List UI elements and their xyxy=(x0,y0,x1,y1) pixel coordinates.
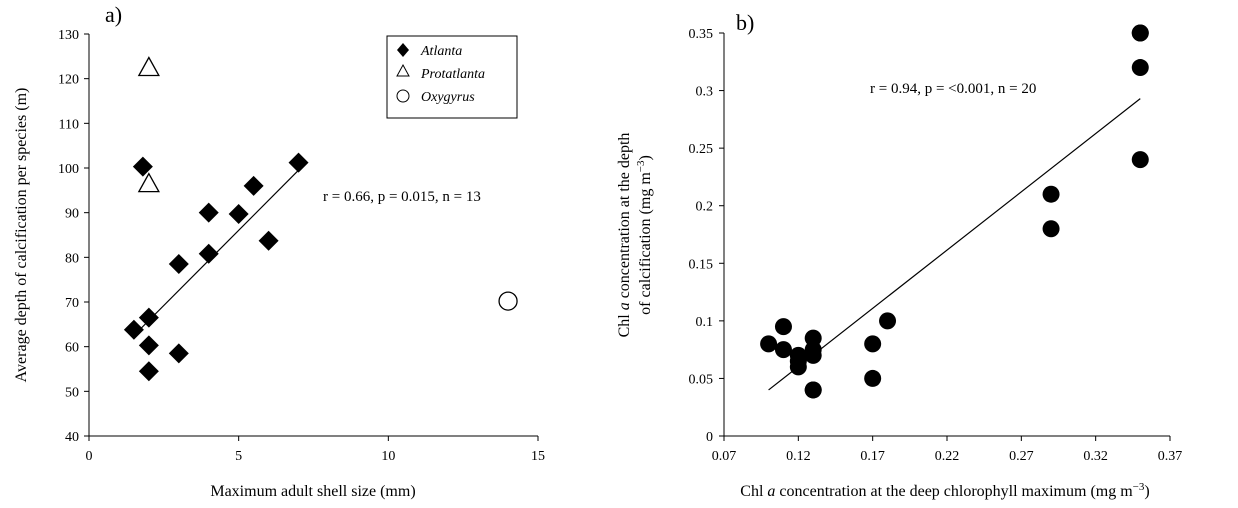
point-atlanta xyxy=(198,202,219,223)
legend-label-atlanta: Atlanta xyxy=(420,44,462,59)
y-tick-label: 90 xyxy=(65,207,79,222)
point-atlanta xyxy=(168,254,189,275)
panel-a-ticks: 0 5 10 15 40 50 60 70 80 90 100 110 120 130 xyxy=(58,28,545,464)
x-tick-label: 15 xyxy=(531,449,545,464)
panel-b-x-title: Chl a concentration at the deep chloroph… xyxy=(740,481,1149,500)
point-atlanta xyxy=(198,243,219,264)
point-atlanta xyxy=(132,156,153,177)
point xyxy=(774,318,792,336)
y-tick-label: 50 xyxy=(65,385,79,400)
x-tick-label: 0.07 xyxy=(712,449,737,464)
y-tick-label: 70 xyxy=(65,296,79,311)
x-tick-label: 0.37 xyxy=(1158,449,1183,464)
point-atlanta xyxy=(123,319,144,340)
y-tick-label: 110 xyxy=(59,117,79,132)
panel-b-y-title-line2: of calcification (mg m−3) xyxy=(635,155,654,315)
x-tick-label: 5 xyxy=(235,449,242,464)
panel-a: a) 0 5 10 15 40 50 60 70 80 90 100 110 120 130 r = 0.… xyxy=(13,2,545,500)
y-tick-label: 60 xyxy=(65,341,79,356)
x-tick-label: 0.22 xyxy=(935,449,960,464)
x-tick-label: 10 xyxy=(381,449,395,464)
point xyxy=(1131,59,1149,77)
legend-label-protatlanta: Protatlanta xyxy=(420,67,485,82)
point xyxy=(1131,24,1149,42)
point xyxy=(774,341,792,359)
y-tick-label: 0.2 xyxy=(696,200,714,215)
y-tick-label: 40 xyxy=(65,430,79,445)
panel-b-y-title-line1: Chl a concentration at the depth xyxy=(616,133,633,338)
y-tick-label: 100 xyxy=(58,162,79,177)
panel-a-label: a) xyxy=(105,2,122,27)
point-protatlanta xyxy=(137,172,160,193)
y-tick-label: 120 xyxy=(58,73,79,88)
point-atlanta xyxy=(168,343,189,364)
point xyxy=(760,335,778,353)
legend-diamond-icon xyxy=(397,43,409,57)
y-tick-label: 0.35 xyxy=(689,27,714,42)
panel-a-points xyxy=(123,56,518,382)
y-tick-label: 0.15 xyxy=(689,257,714,272)
point xyxy=(789,358,807,376)
y-tick-label: 0 xyxy=(706,430,713,445)
y-tick-label: 0.25 xyxy=(689,142,714,157)
y-tick-label: 0.05 xyxy=(689,372,714,387)
legend-triangle-icon xyxy=(396,63,410,77)
point xyxy=(864,369,882,387)
panel-b-annotation: r = 0.94, p = <0.001, n = 20 xyxy=(870,81,1036,97)
point-atlanta xyxy=(138,335,159,356)
x-tick-label: 0.27 xyxy=(1009,449,1034,464)
x-tick-label: 0.12 xyxy=(786,449,811,464)
point-atlanta xyxy=(258,230,279,251)
y-tick-label: 0.1 xyxy=(696,315,714,330)
panel-a-annotation: r = 0.66, p = 0.015, n = 13 xyxy=(323,189,481,205)
point xyxy=(1042,185,1060,203)
point-atlanta xyxy=(228,204,249,225)
y-tick-label: 80 xyxy=(65,251,79,266)
x-tick-label: 0 xyxy=(86,449,93,464)
point-protatlanta xyxy=(137,56,160,77)
point xyxy=(879,312,897,330)
y-tick-label: 130 xyxy=(58,28,79,43)
point-atlanta xyxy=(138,307,159,328)
point xyxy=(1042,220,1060,238)
point-atlanta xyxy=(243,175,264,196)
panel-b-ticks: 0.07 0.12 0.17 0.22 0.27 0.32 0.37 0 0.05 0.1 0.15… xyxy=(689,27,1183,464)
x-tick-label: 0.32 xyxy=(1083,449,1108,464)
point xyxy=(804,346,822,364)
panel-a-y-title: Average depth of calcification per speci… xyxy=(13,88,30,383)
panel-a-x-title: Maximum adult shell size (mm) xyxy=(210,483,415,500)
legend-circle-icon xyxy=(396,89,410,103)
point-atlanta xyxy=(138,361,159,382)
panel-b-points xyxy=(760,24,1149,399)
panel-a-legend: Atlanta Protatlanta Oxygyrus xyxy=(386,35,518,119)
legend-label-oxygyrus: Oxygyrus xyxy=(421,90,475,105)
y-tick-label: 0.3 xyxy=(696,85,714,100)
point xyxy=(804,381,822,399)
point xyxy=(1131,151,1149,169)
panel-b-trendline xyxy=(768,98,1141,391)
point xyxy=(864,335,882,353)
x-tick-label: 0.17 xyxy=(860,449,885,464)
point-oxygyrus xyxy=(498,291,518,311)
panel-b: b) 0.07 0.12 0.17 0.22 0.27 0.32 0.3700.050.10… xyxy=(616,10,1182,500)
point-atlanta xyxy=(288,152,309,173)
panel-b-label: b) xyxy=(736,10,754,35)
